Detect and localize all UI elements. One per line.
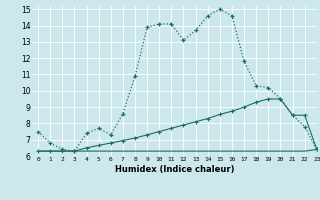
X-axis label: Humidex (Indice chaleur): Humidex (Indice chaleur) — [115, 165, 234, 174]
